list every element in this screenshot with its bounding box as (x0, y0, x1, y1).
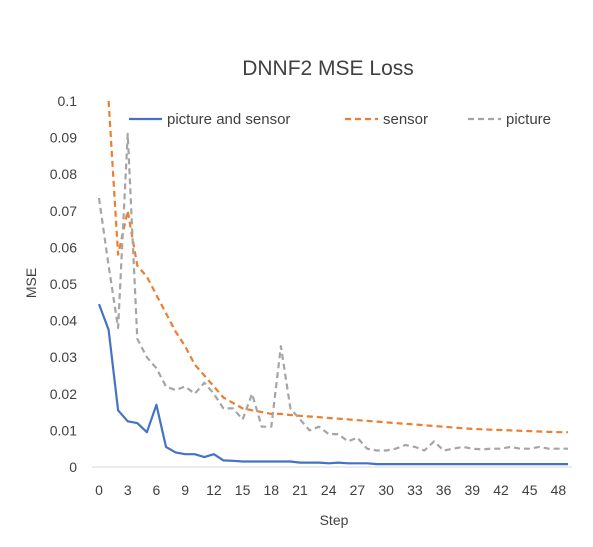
y-tick-label: 0.05 (50, 276, 77, 292)
x-tick-label: 39 (464, 482, 480, 498)
legend-label-picture: picture (506, 111, 551, 128)
y-tick-label: 0.06 (50, 239, 77, 255)
legend-label-picture-and-sensor: picture and sensor (167, 111, 290, 128)
x-tick-label: 6 (153, 482, 161, 498)
legend: picture and sensor sensor picture (129, 111, 551, 128)
y-tick-label: 0.1 (58, 93, 78, 109)
x-tick-label: 9 (181, 482, 189, 498)
series-line-picture (97, 132, 568, 452)
y-tick-label: 0.04 (50, 313, 77, 329)
y-tick-label: 0 (69, 459, 77, 475)
series-lines (97, 100, 568, 466)
x-tick-label: 45 (522, 482, 538, 498)
series-line-picture-and-sensor (97, 303, 568, 466)
legend-label-sensor: sensor (383, 111, 428, 128)
y-tick-label: 0.03 (50, 349, 77, 365)
y-tick-label: 0.01 (50, 422, 77, 438)
x-tick-label: 33 (407, 482, 423, 498)
x-tick-label: 3 (124, 482, 132, 498)
x-tick-label: 30 (378, 482, 394, 498)
chart-title: DNNF2 MSE Loss (242, 57, 414, 80)
x-tick-label: 12 (206, 482, 222, 498)
x-tick-label: 21 (292, 482, 308, 498)
y-tick-label: 0.09 (50, 130, 77, 146)
x-axis-label: Step (320, 512, 349, 528)
x-tick-label: 15 (235, 482, 251, 498)
x-tick-label: 18 (263, 482, 279, 498)
x-axis-ticks: 0 3 6 9 12 15 18 21 24 27 30 33 36 39 42 45 48 (95, 482, 566, 498)
x-tick-label: 48 (551, 482, 567, 498)
y-tick-label: 0.07 (50, 203, 77, 219)
x-tick-label: 27 (350, 482, 366, 498)
x-tick-label: 36 (436, 482, 452, 498)
x-tick-label: 0 (95, 482, 103, 498)
series-line-sensor (107, 100, 568, 434)
y-axis-label: MSE (23, 268, 39, 298)
x-tick-label: 42 (493, 482, 509, 498)
y-tick-label: 0.08 (50, 166, 77, 182)
x-tick-label: 24 (321, 482, 337, 498)
y-tick-label: 0.02 (50, 386, 77, 402)
y-axis-ticks: 0 0.01 0.02 0.03 0.04 0.05 0.06 0.07 0.08 0.09 0.1 (50, 93, 77, 475)
